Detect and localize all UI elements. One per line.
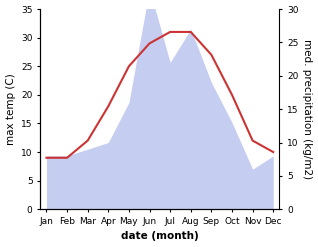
Y-axis label: max temp (C): max temp (C): [5, 73, 16, 145]
Y-axis label: med. precipitation (kg/m2): med. precipitation (kg/m2): [302, 39, 313, 179]
X-axis label: date (month): date (month): [121, 231, 199, 242]
